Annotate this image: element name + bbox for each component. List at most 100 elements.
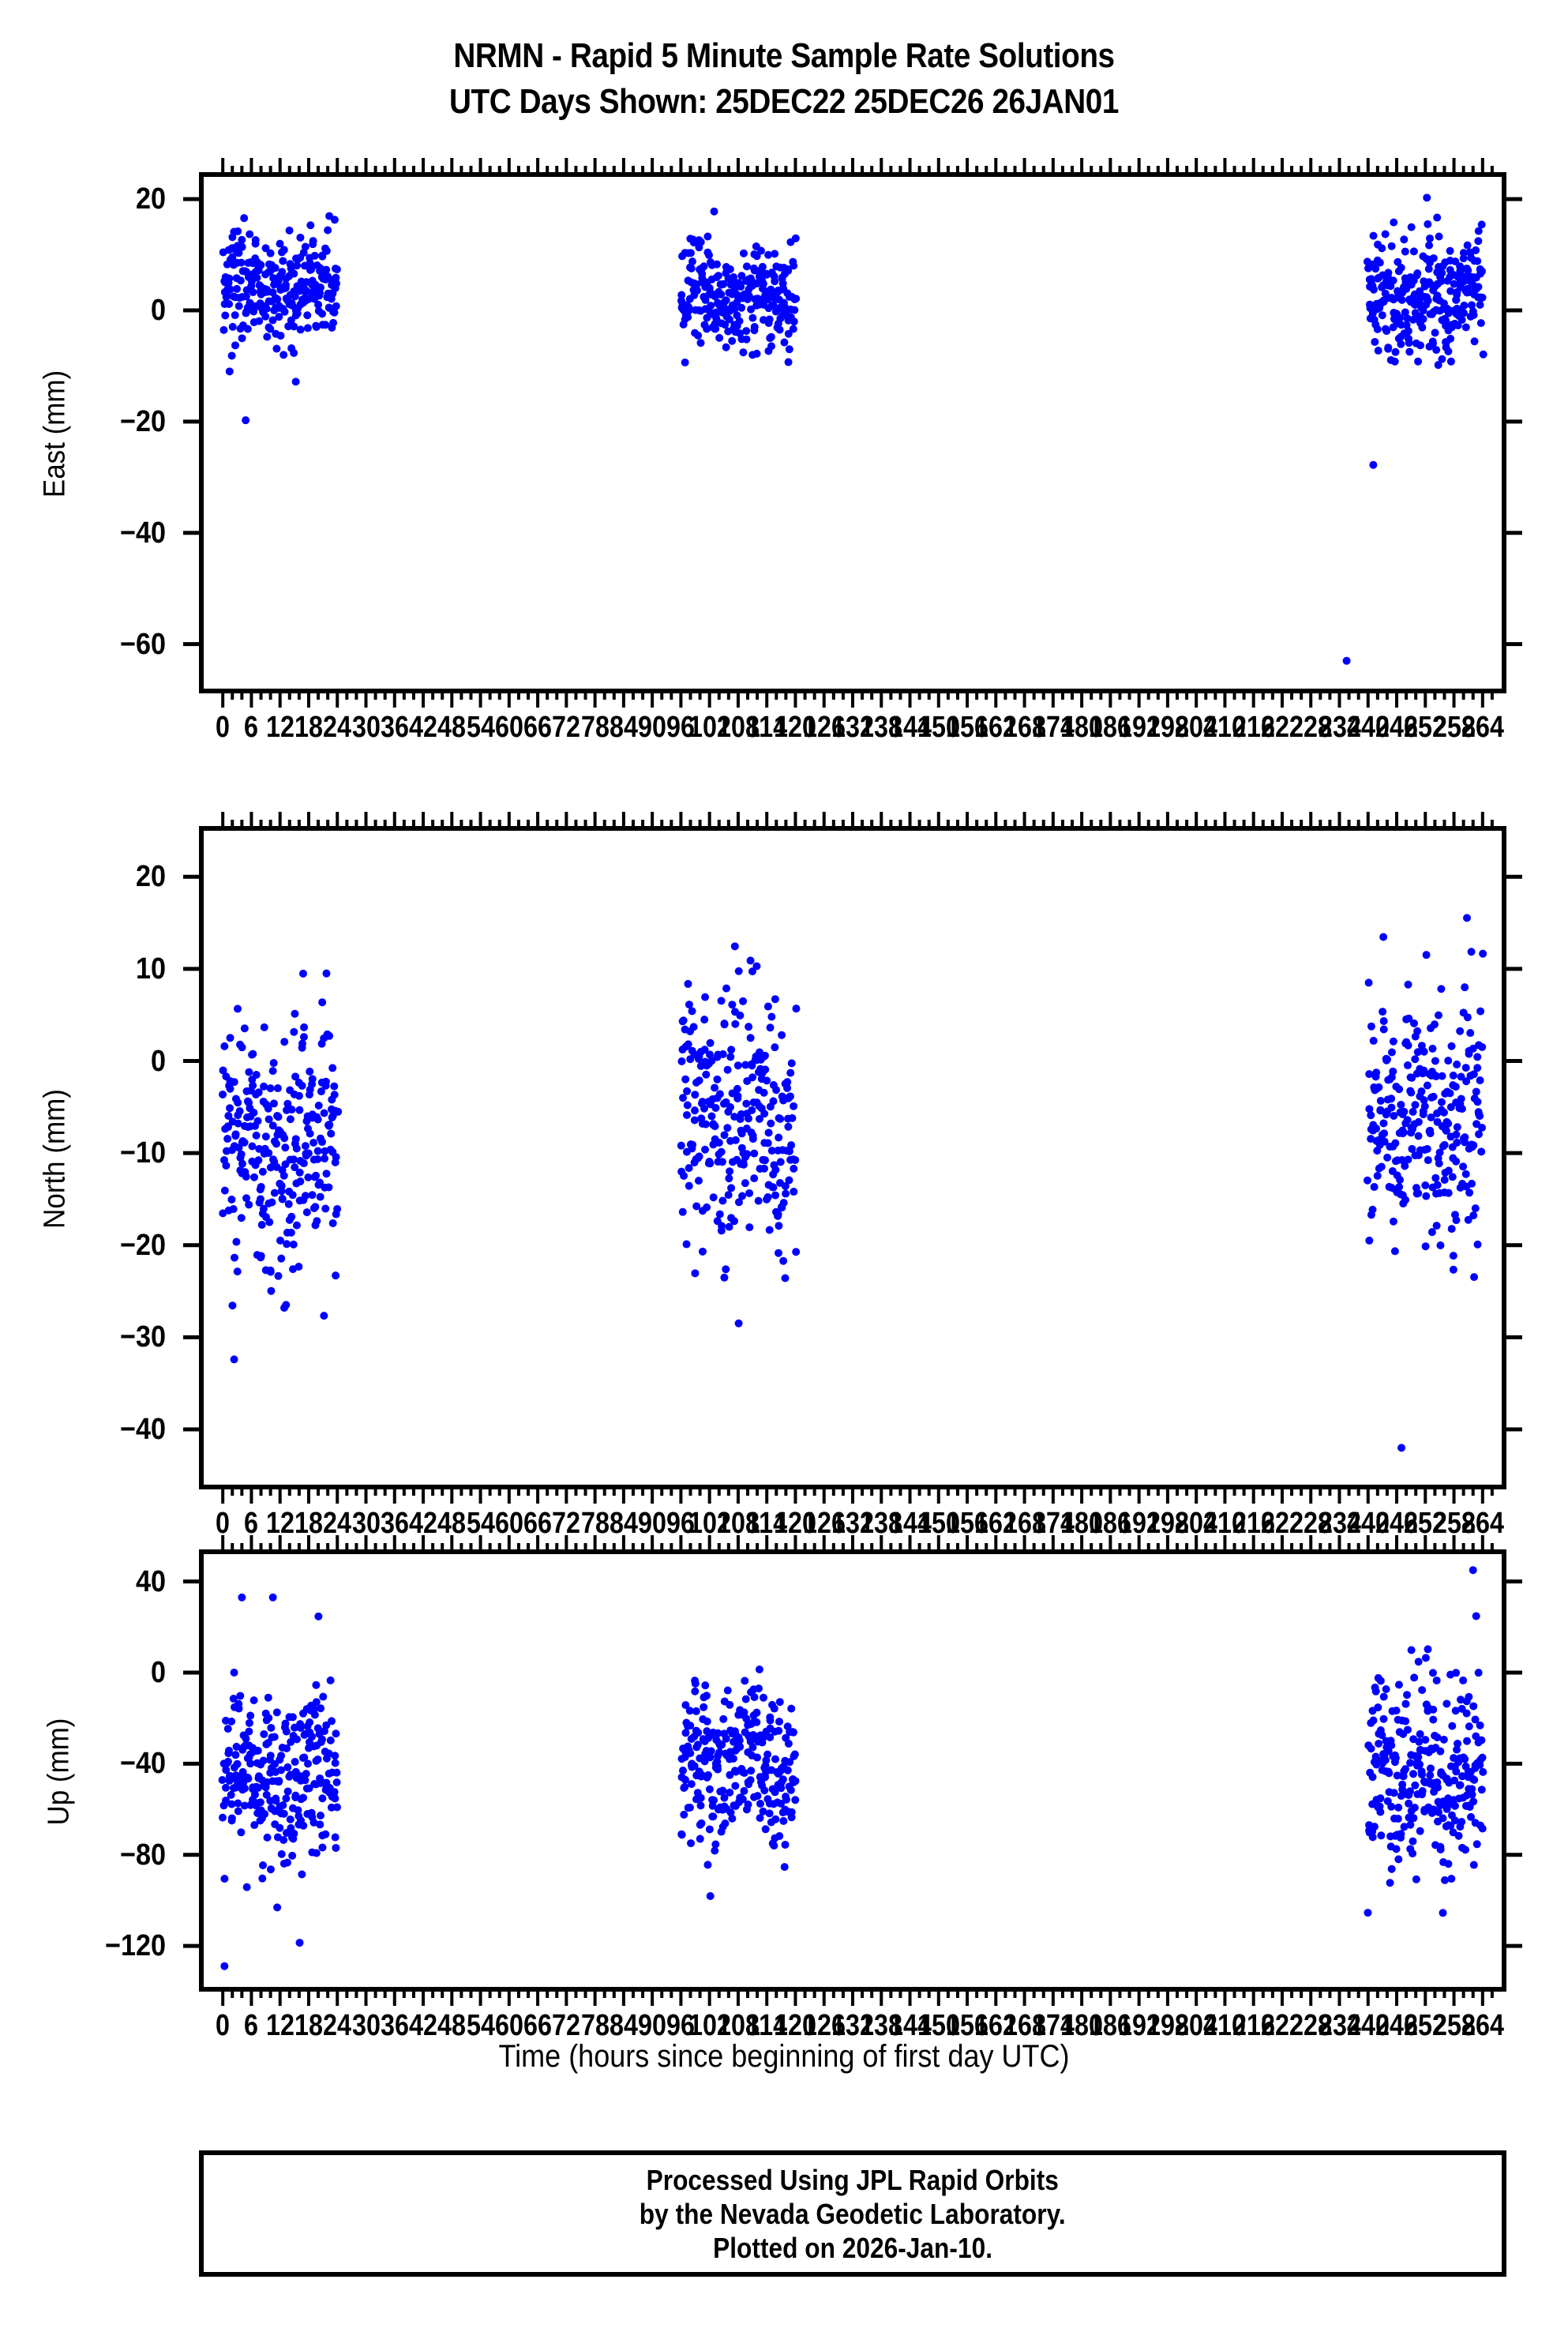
xtick-label: 246 — [1375, 1507, 1418, 1540]
tick-marks-east — [183, 158, 1522, 708]
xtick-label: 126 — [802, 1507, 846, 1540]
xtick-label: 102 — [688, 2009, 731, 2042]
xtick-label: 252 — [1404, 1507, 1447, 1540]
xtick-label: 210 — [1203, 711, 1247, 744]
xtick-label: 120 — [774, 1507, 817, 1540]
xtick-label: 90 — [638, 711, 667, 744]
xtick-label: 96 — [666, 2009, 696, 2042]
panel-east — [183, 158, 1522, 708]
xtick-label: 222 — [1261, 2009, 1304, 2042]
xtick-label: 78 — [580, 2009, 610, 2042]
xtick-label: 84 — [609, 1507, 638, 1540]
xtick-label: 240 — [1346, 711, 1390, 744]
panel-up — [183, 1535, 1522, 2006]
xtick-label: 42 — [409, 711, 437, 744]
ytick-label: −20 — [119, 404, 166, 438]
ytick-label: −60 — [119, 627, 166, 661]
xtick-label: 36 — [380, 1507, 409, 1540]
xtick-label: 66 — [523, 2009, 553, 2042]
xtick-label: 48 — [437, 711, 467, 744]
xtick-label: 258 — [1432, 2009, 1476, 2042]
footer-line-2: by the Nevada Geodetic Laboratory. — [640, 2197, 1066, 2230]
ytick-label: −40 — [119, 1747, 166, 1781]
xtick-label: 144 — [888, 711, 932, 744]
xtick-label: 12 — [265, 711, 294, 744]
plot-area-east — [199, 172, 1506, 693]
xtick-label: 252 — [1404, 2009, 1447, 2042]
xtick-label: 192 — [1117, 2009, 1161, 2042]
xtick-label: 6 — [244, 2009, 259, 2042]
xtick-label: 174 — [1031, 711, 1075, 744]
xtick-label: 198 — [1146, 2009, 1189, 2042]
xtick-label: 66 — [523, 711, 553, 744]
ytick-label: −120 — [104, 1929, 166, 1963]
xtick-label: 0 — [216, 1507, 231, 1540]
xtick-label: 192 — [1117, 711, 1161, 744]
xtick-label: 180 — [1060, 2009, 1104, 2042]
xtick-label: 138 — [860, 711, 903, 744]
ytick-label: −30 — [119, 1320, 166, 1354]
xtick-label: 36 — [380, 2009, 409, 2042]
xtick-label: 96 — [666, 711, 696, 744]
xtick-label: 138 — [860, 1507, 903, 1540]
xtick-label: 132 — [831, 1507, 874, 1540]
xtick-label: 150 — [917, 1507, 960, 1540]
xtick-label: 102 — [688, 711, 731, 744]
xtick-label: 264 — [1461, 711, 1504, 744]
xtick-label: 24 — [323, 1507, 352, 1540]
xtick-label: 234 — [1318, 2009, 1361, 2042]
xtick-label: 264 — [1461, 2009, 1504, 2042]
xtick-label: 192 — [1117, 1507, 1161, 1540]
xtick-label: 108 — [716, 2009, 760, 2042]
xtick-label: 204 — [1175, 1507, 1218, 1540]
xtick-label: 78 — [580, 711, 610, 744]
xtick-label: 30 — [351, 1507, 381, 1540]
footer-line-1: Processed Using JPL Rapid Orbits — [646, 2163, 1060, 2196]
xtick-label: 120 — [774, 2009, 817, 2042]
xtick-label: 72 — [552, 711, 581, 744]
xtick-label: 84 — [609, 711, 638, 744]
xtick-label: 132 — [831, 711, 874, 744]
xtick-label: 30 — [351, 711, 381, 744]
xtick-label: 186 — [1089, 1507, 1132, 1540]
ytick-label: 20 — [135, 182, 166, 216]
xtick-label: 156 — [946, 711, 988, 744]
xtick-label: 240 — [1346, 1507, 1390, 1540]
xtick-label: 198 — [1146, 1507, 1189, 1540]
ytick-label: −40 — [119, 516, 166, 550]
xtick-label: 216 — [1232, 711, 1275, 744]
xtick-label: 168 — [1003, 1507, 1046, 1540]
xtick-label: 24 — [323, 2009, 352, 2042]
ytick-label: −80 — [119, 1838, 166, 1872]
xtick-label: 42 — [409, 2009, 437, 2042]
xtick-label: 156 — [946, 1507, 988, 1540]
xtick-label: 114 — [746, 711, 788, 744]
xtick-label: 108 — [716, 1507, 760, 1540]
xtick-label: 108 — [716, 711, 760, 744]
xtick-label: 60 — [494, 1507, 523, 1540]
plot-area-up — [199, 1549, 1506, 1992]
xtick-label: 0 — [216, 2009, 231, 2042]
xtick-label: 120 — [774, 711, 817, 744]
ytick-label: 10 — [135, 952, 166, 986]
ytick-label: −20 — [119, 1228, 166, 1262]
xtick-label: 258 — [1432, 711, 1476, 744]
xtick-label: 24 — [323, 711, 352, 744]
xtick-label: 156 — [946, 2009, 988, 2042]
ytick-label: −40 — [119, 1413, 166, 1447]
page-title: NRMN - Rapid 5 Minute Sample Rate Soluti… — [453, 36, 1115, 75]
xtick-label: 168 — [1003, 2009, 1046, 2042]
footer-box: Processed Using JPL Rapid Orbits by the … — [199, 2150, 1506, 2277]
xtick-label: 264 — [1461, 1507, 1504, 1540]
ytick-label: 20 — [135, 860, 166, 894]
xtick-label: 42 — [409, 1507, 437, 1540]
tick-marks-up — [183, 1535, 1522, 2006]
ytick-label: 0 — [150, 294, 166, 328]
xtick-label: 204 — [1175, 711, 1218, 744]
page-subtitle: UTC Days Shown: 25DEC22 25DEC26 26JAN01 — [449, 82, 1119, 121]
scatter-north — [219, 914, 1487, 1452]
xtick-label: 162 — [974, 711, 1018, 744]
xtick-label: 96 — [666, 1507, 696, 1540]
xtick-label: 90 — [638, 1507, 667, 1540]
xtick-label: 144 — [888, 2009, 932, 2042]
